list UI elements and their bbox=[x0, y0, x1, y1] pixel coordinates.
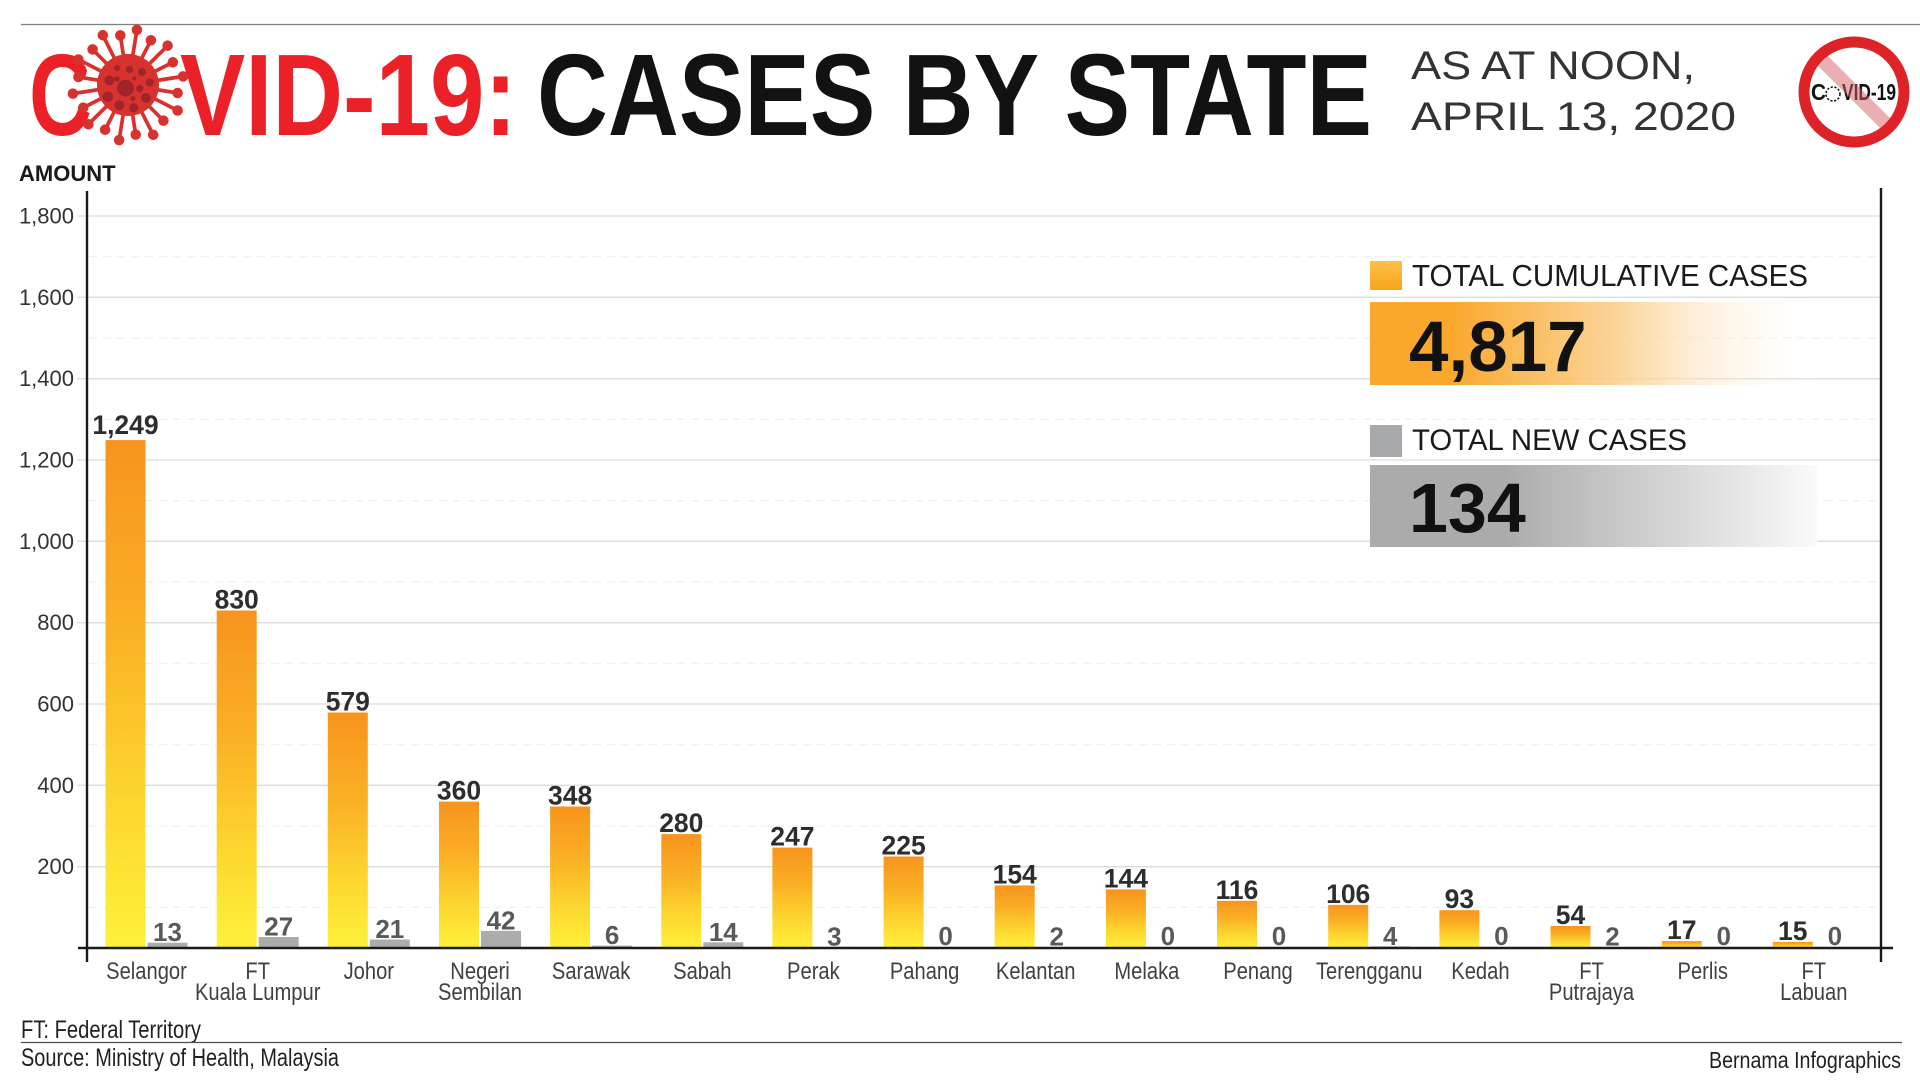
svg-text:C: C bbox=[1811, 79, 1826, 105]
svg-text:Source: Ministry of Health, Ma: Source: Ministry of Health, Malaysia bbox=[21, 1044, 339, 1072]
svg-text:15: 15 bbox=[1778, 916, 1807, 946]
svg-text:6: 6 bbox=[605, 920, 619, 950]
svg-text:Bernama Infographics: Bernama Infographics bbox=[1709, 1047, 1901, 1073]
svg-text:600: 600 bbox=[37, 692, 74, 717]
svg-text:VID-19:: VID-19: bbox=[180, 30, 517, 160]
svg-text:1,600: 1,600 bbox=[19, 285, 74, 310]
svg-text:54: 54 bbox=[1556, 900, 1586, 930]
svg-text:Perlis: Perlis bbox=[1678, 958, 1728, 985]
svg-text:4,817: 4,817 bbox=[1409, 308, 1587, 387]
svg-text:116: 116 bbox=[1216, 875, 1259, 905]
svg-text:FT: Federal Territory: FT: Federal Territory bbox=[21, 1016, 201, 1044]
svg-text:106: 106 bbox=[1326, 879, 1370, 909]
svg-text:360: 360 bbox=[437, 776, 481, 806]
svg-text:1,200: 1,200 bbox=[19, 448, 74, 473]
svg-text:134: 134 bbox=[1409, 469, 1526, 547]
svg-text:FT: FT bbox=[1802, 958, 1827, 985]
svg-text:Sabah: Sabah bbox=[673, 958, 731, 985]
svg-text:800: 800 bbox=[37, 610, 74, 635]
svg-text:FT: FT bbox=[245, 958, 270, 985]
svg-text:280: 280 bbox=[659, 808, 703, 838]
svg-text:14: 14 bbox=[709, 917, 738, 947]
svg-text:400: 400 bbox=[37, 773, 74, 798]
svg-text:Terengganu: Terengganu bbox=[1316, 958, 1423, 985]
svg-text:0: 0 bbox=[1161, 921, 1175, 951]
svg-text:13: 13 bbox=[153, 917, 182, 947]
svg-text:1,800: 1,800 bbox=[19, 204, 74, 229]
svg-text:200: 200 bbox=[37, 854, 74, 879]
svg-text:Penang: Penang bbox=[1223, 958, 1293, 985]
svg-text:Perak: Perak bbox=[787, 958, 841, 985]
svg-text:1,249: 1,249 bbox=[92, 410, 158, 440]
svg-text:17: 17 bbox=[1667, 915, 1696, 945]
svg-text:Putrajaya: Putrajaya bbox=[1549, 979, 1635, 1006]
svg-text:0: 0 bbox=[1272, 921, 1286, 951]
svg-text:Selangor: Selangor bbox=[106, 958, 187, 985]
svg-text:247: 247 bbox=[770, 822, 814, 852]
svg-text:FT: FT bbox=[1579, 958, 1604, 985]
svg-text:2: 2 bbox=[1605, 922, 1619, 952]
svg-text:348: 348 bbox=[548, 781, 592, 811]
svg-text:830: 830 bbox=[215, 585, 259, 615]
svg-text:93: 93 bbox=[1445, 884, 1474, 914]
svg-text:Kedah: Kedah bbox=[1451, 958, 1509, 985]
svg-text:AMOUNT: AMOUNT bbox=[19, 161, 116, 186]
svg-text:Negeri: Negeri bbox=[450, 958, 509, 985]
svg-text:Kelantan: Kelantan bbox=[996, 958, 1076, 985]
svg-text:579: 579 bbox=[326, 687, 370, 717]
svg-text:3: 3 bbox=[827, 921, 841, 951]
svg-text:TOTAL CUMULATIVE CASES: TOTAL CUMULATIVE CASES bbox=[1412, 258, 1808, 293]
svg-text:C: C bbox=[29, 30, 92, 160]
svg-text:Sarawak: Sarawak bbox=[552, 958, 631, 985]
svg-text:0: 0 bbox=[1716, 921, 1730, 951]
svg-text:CASES BY STATE: CASES BY STATE bbox=[537, 30, 1372, 160]
svg-text:1,400: 1,400 bbox=[19, 366, 74, 391]
svg-text:225: 225 bbox=[881, 831, 925, 861]
svg-text:4: 4 bbox=[1383, 921, 1398, 951]
svg-text:144: 144 bbox=[1104, 863, 1148, 893]
svg-text:Kuala Lumpur: Kuala Lumpur bbox=[195, 979, 321, 1006]
svg-text:2: 2 bbox=[1049, 922, 1063, 952]
svg-text:0: 0 bbox=[1494, 921, 1508, 951]
svg-text:154: 154 bbox=[993, 859, 1037, 889]
svg-text:Labuan: Labuan bbox=[1780, 979, 1847, 1006]
svg-text:AS AT NOON,: AS AT NOON, bbox=[1411, 44, 1695, 88]
svg-text:0: 0 bbox=[938, 921, 952, 951]
svg-text:27: 27 bbox=[264, 912, 293, 942]
svg-text:Pahang: Pahang bbox=[890, 958, 960, 985]
svg-text:TOTAL NEW CASES: TOTAL NEW CASES bbox=[1412, 424, 1687, 457]
svg-text:1,000: 1,000 bbox=[19, 529, 74, 554]
svg-text:Johor: Johor bbox=[344, 958, 394, 985]
svg-text:Sembilan: Sembilan bbox=[438, 979, 522, 1006]
svg-text:Melaka: Melaka bbox=[1114, 958, 1180, 985]
svg-text:21: 21 bbox=[375, 914, 404, 944]
svg-text:42: 42 bbox=[487, 905, 516, 935]
svg-text:APRIL 13, 2020: APRIL 13, 2020 bbox=[1411, 95, 1736, 139]
svg-text:0: 0 bbox=[1828, 921, 1842, 951]
